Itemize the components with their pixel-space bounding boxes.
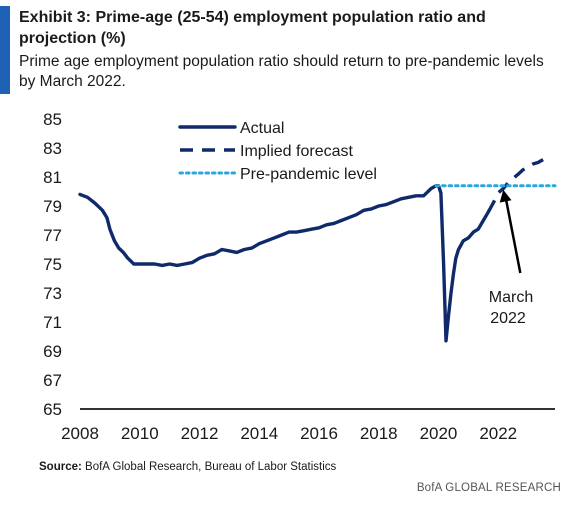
annotation-label-line2: 2022 bbox=[490, 310, 526, 327]
accent-bar bbox=[0, 6, 10, 94]
legend-label: Actual bbox=[240, 120, 284, 137]
x-tick-label: 2014 bbox=[240, 424, 278, 443]
y-tick-label: 71 bbox=[43, 313, 62, 332]
x-tick-label: 2010 bbox=[121, 424, 159, 443]
x-tick-label: 2022 bbox=[479, 424, 517, 443]
legend-label: Implied forecast bbox=[240, 143, 353, 160]
y-tick-label: 69 bbox=[43, 342, 62, 361]
y-tick-label: 83 bbox=[43, 139, 62, 158]
x-tick-label: 2020 bbox=[420, 424, 458, 443]
y-tick-label: 75 bbox=[43, 255, 62, 274]
source-text: BofA Global Research, Bureau of Labor St… bbox=[85, 461, 337, 473]
y-tick-label: 79 bbox=[43, 197, 62, 216]
line-chart: 65 67 69 71 73 75 77 79 81 83 85 2008 2010 2012 2014 20… bbox=[43, 110, 557, 443]
x-tick-label: 2016 bbox=[300, 424, 338, 443]
annotation-arrow bbox=[504, 195, 522, 274]
annotation-label-line1: March bbox=[489, 289, 533, 306]
chart-subtitle: Prime age employment population ratio sh… bbox=[19, 53, 544, 90]
y-tick-label: 65 bbox=[43, 400, 62, 419]
y-tick-label: 77 bbox=[43, 226, 62, 245]
annotation-arrowhead bbox=[499, 189, 512, 203]
source-label: Source: bbox=[39, 461, 82, 473]
chart-title: Exhibit 3: Prime-age (25-54) employment … bbox=[19, 9, 486, 47]
y-tick-label: 73 bbox=[43, 284, 62, 303]
legend-label: Pre-pandemic level bbox=[240, 166, 377, 183]
series-line-actual bbox=[78, 184, 491, 343]
y-tick-label: 67 bbox=[43, 371, 62, 390]
y-tick-label: 85 bbox=[43, 110, 62, 129]
brand-footer: BofA GLOBAL RESEARCH bbox=[416, 482, 561, 494]
x-tick-label: 2012 bbox=[181, 424, 219, 443]
x-tick-label: 2008 bbox=[61, 424, 99, 443]
y-tick-label: 81 bbox=[43, 168, 62, 187]
series-line-implied-forecast bbox=[486, 158, 544, 213]
source-note: Source: BofA Global Research, Bureau of … bbox=[39, 461, 336, 473]
x-tick-label: 2018 bbox=[360, 424, 398, 443]
